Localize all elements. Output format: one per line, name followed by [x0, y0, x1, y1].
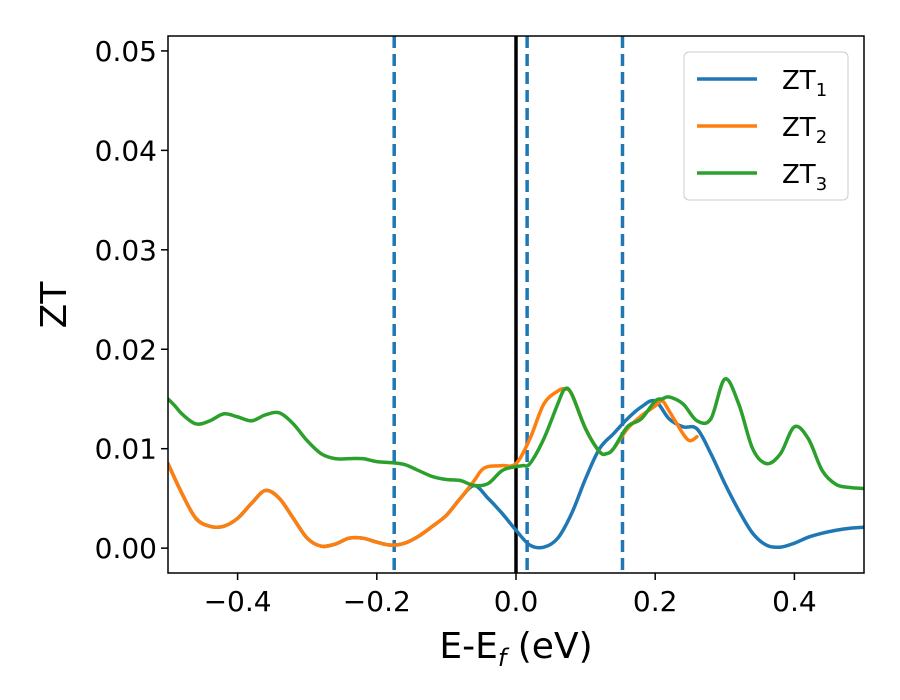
y-tick-label: 0.01: [95, 433, 157, 466]
y-tick-label: 0.04: [95, 134, 157, 167]
x-tick-label: 0.4: [772, 585, 817, 618]
x-ticks: −0.4 −0.2 0.0 0.2 0.4: [204, 573, 817, 618]
legend-label-zt3: ZT3: [782, 160, 827, 195]
x-axis-label: E-Ef (eV): [439, 626, 592, 672]
x-tick-label: −0.2: [343, 585, 411, 618]
y-axis-label: ZT: [34, 281, 75, 329]
y-tick-label: 0.05: [95, 35, 157, 68]
x-tick-label: 0.0: [494, 585, 539, 618]
reference-lines: [392, 36, 625, 573]
legend-frame: [683, 51, 849, 201]
x-tick-label: 0.2: [633, 585, 678, 618]
y-tick-label: 0.02: [95, 333, 157, 366]
y-ticks: 0.00 0.01 0.02 0.03 0.04 0.05: [95, 35, 168, 565]
y-tick-label: 0.00: [95, 532, 157, 565]
series-lines: [168, 377, 864, 550]
legend: ZT1 ZT2 ZT3: [683, 51, 849, 201]
legend-label-zt2: ZT2: [782, 113, 827, 148]
y-tick-label: 0.03: [95, 234, 157, 267]
series-line-zt3: [168, 377, 864, 491]
legend-label-zt1: ZT1: [782, 66, 827, 101]
x-tick-label: −0.4: [204, 585, 272, 618]
